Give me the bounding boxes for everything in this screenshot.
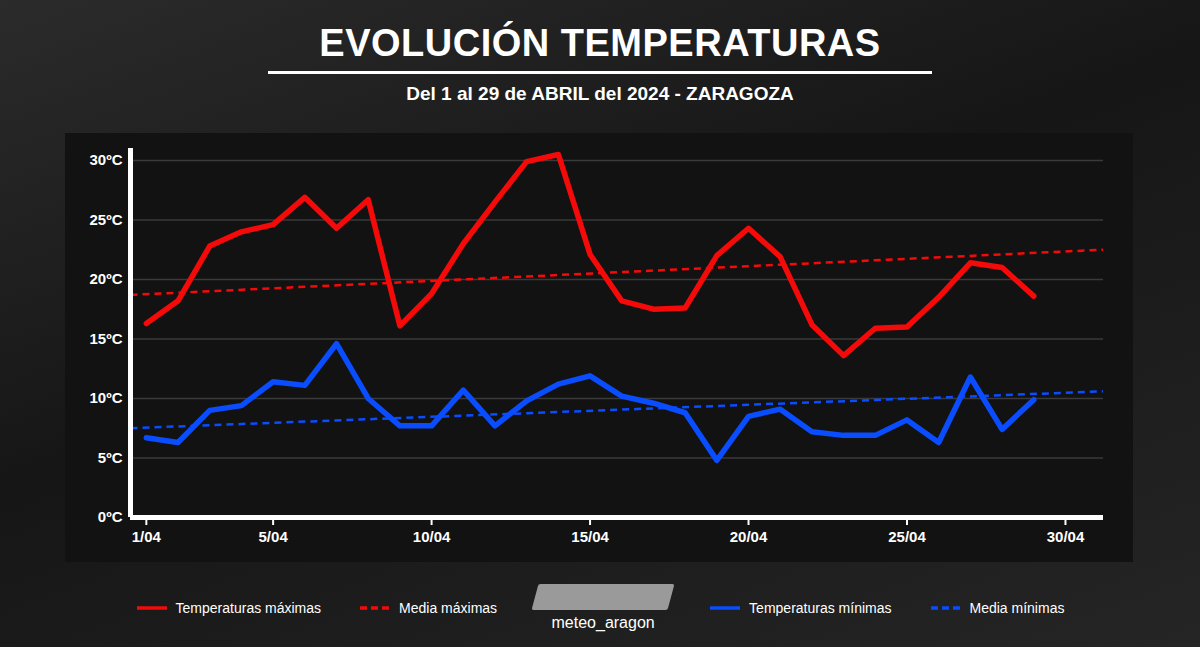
svg-text:25ºC: 25ºC <box>90 211 123 228</box>
svg-text:25/04: 25/04 <box>888 528 926 545</box>
html-text:Temperaturas máximas: Temperaturas máximas <box>175 600 322 616</box>
svg-text:0ºC: 0ºC <box>98 508 123 525</box>
html-text:meteo_aragon: meteo_aragon <box>551 614 655 631</box>
svg-text:15ºC: 15ºC <box>90 330 123 347</box>
svg-text:5/04: 5/04 <box>259 528 289 545</box>
svg-text:30/04: 30/04 <box>1047 528 1085 545</box>
svg-text:15/04: 15/04 <box>571 528 609 545</box>
html-text:EVOLUCIÓN TEMPERATURAS: EVOLUCIÓN TEMPERATURAS <box>319 22 881 64</box>
svg-text:20/04: 20/04 <box>730 528 768 545</box>
html-text:Media mínimas: Media mínimas <box>969 600 1065 616</box>
svg-text:10/04: 10/04 <box>413 528 451 545</box>
html-text:Media máximas: Media máximas <box>399 600 498 616</box>
html-text:Temperaturas mínimas: Temperaturas mínimas <box>749 600 892 616</box>
svg-text:20ºC: 20ºC <box>90 270 123 287</box>
svg-text:5ºC: 5ºC <box>98 449 123 466</box>
svg-text:1/04: 1/04 <box>132 528 162 545</box>
svg-text:30ºC: 30ºC <box>90 151 123 168</box>
svg-text:10ºC: 10ºC <box>90 389 123 406</box>
html-text:Del 1 al 29 de ABRIL del 2024: Del 1 al 29 de ABRIL del 2024 - ZARAGOZA <box>406 83 794 104</box>
